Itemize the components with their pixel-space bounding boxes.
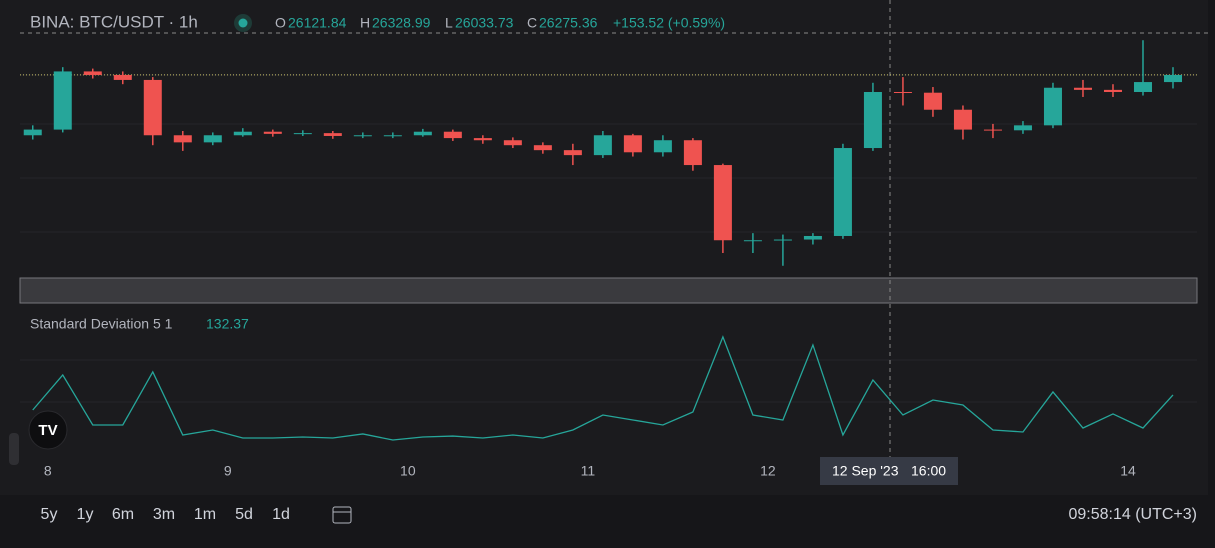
candle-body xyxy=(443,131,462,139)
candle-body xyxy=(233,131,252,136)
candle-body xyxy=(413,131,432,136)
candle-body xyxy=(293,133,312,135)
candle-body xyxy=(53,71,72,130)
crosshair-time: 16:00 xyxy=(911,463,946,479)
x-tick-label: 11 xyxy=(581,463,596,479)
x-tick-label: 14 xyxy=(1120,463,1136,479)
candle-body xyxy=(203,135,222,143)
candle-body xyxy=(773,239,792,241)
candle-body xyxy=(143,79,162,136)
l-value: 26033.73 xyxy=(455,15,514,31)
range-button[interactable]: 6m xyxy=(112,506,134,523)
l-label: L xyxy=(445,15,453,31)
indicator-line xyxy=(32,335,1174,441)
candle-body xyxy=(383,135,402,137)
candle-body xyxy=(1043,87,1062,126)
candle-body xyxy=(83,71,102,75)
candle-body xyxy=(803,235,822,240)
candle-body xyxy=(923,92,942,110)
crosshair-label-box xyxy=(820,457,958,485)
plot-background xyxy=(0,0,1208,495)
range-button[interactable]: 3m xyxy=(153,506,175,523)
x-tick-label: 8 xyxy=(44,463,52,479)
candle-body xyxy=(1163,74,1182,83)
o-value: 26121.84 xyxy=(288,15,347,31)
range-button[interactable]: 5y xyxy=(41,506,58,523)
candle-body xyxy=(473,138,492,141)
candle-body xyxy=(893,91,912,93)
indicator-title: Standard Deviation 5 1 xyxy=(30,316,173,332)
symbol: BINA: BTC/USDT · 1h xyxy=(30,12,198,31)
candle-body xyxy=(1013,125,1032,131)
candle-body xyxy=(713,165,732,241)
candle-body xyxy=(563,150,582,156)
calendar-icon[interactable] xyxy=(332,506,352,524)
x-axis: 8 9 10 11 12 14 xyxy=(44,463,1136,479)
candle-body xyxy=(683,140,702,166)
candle-body xyxy=(173,135,192,143)
candle-body xyxy=(983,129,1002,131)
range-button[interactable]: 1m xyxy=(194,506,216,523)
side-handle[interactable] xyxy=(9,433,19,465)
candle-body xyxy=(503,140,522,146)
candle-body xyxy=(623,135,642,153)
o-label: O xyxy=(275,15,286,31)
clock: 09:58:14 (UTC+3) xyxy=(1068,506,1197,523)
range-button[interactable]: 1y xyxy=(77,506,94,523)
candle-body xyxy=(653,140,672,153)
x-tick-label: 10 xyxy=(400,463,416,479)
indicator-pane xyxy=(32,335,1174,441)
candle-body xyxy=(113,74,132,80)
h-value: 26328.99 xyxy=(372,15,431,31)
candle-body xyxy=(863,91,882,149)
candle-body xyxy=(743,240,762,242)
candle-body xyxy=(23,129,42,136)
candle-body xyxy=(533,145,552,151)
c-label: C xyxy=(527,15,537,31)
logo[interactable] xyxy=(28,410,68,450)
c-value: 26275.36 xyxy=(539,15,598,31)
logo-mark: TV xyxy=(38,422,57,439)
icon-frame xyxy=(332,506,352,524)
candle-body xyxy=(323,133,342,136)
toolbar: 5y 1y 6m 3m 1m 5d 1d xyxy=(41,506,290,523)
candle-body xyxy=(833,148,852,236)
status-dot-core xyxy=(238,18,248,28)
candle-body xyxy=(953,109,972,130)
x-tick-label: 12 xyxy=(760,463,776,479)
crosshair-date: 12 Sep '23 xyxy=(832,463,899,479)
ohlc: O 26121.84 H 26328.99 L 26033.73 C 26275… xyxy=(275,15,725,31)
h-label: H xyxy=(360,15,370,31)
range-button[interactable]: 1d xyxy=(272,506,290,523)
candle-body xyxy=(1133,82,1152,92)
price-pane xyxy=(20,40,1197,266)
candle-body xyxy=(353,135,372,137)
pane-separator[interactable] xyxy=(19,277,1198,304)
candle-body xyxy=(1073,87,1092,90)
candle-body xyxy=(263,131,282,134)
range-button[interactable]: 5d xyxy=(235,506,253,523)
grid xyxy=(20,74,1197,403)
change: +153.52 (+0.59%) xyxy=(613,15,725,31)
x-tick-label: 9 xyxy=(224,463,232,479)
indicator-value: 132.37 xyxy=(206,316,249,332)
candle-body xyxy=(1103,89,1122,92)
candle-body xyxy=(593,135,612,156)
